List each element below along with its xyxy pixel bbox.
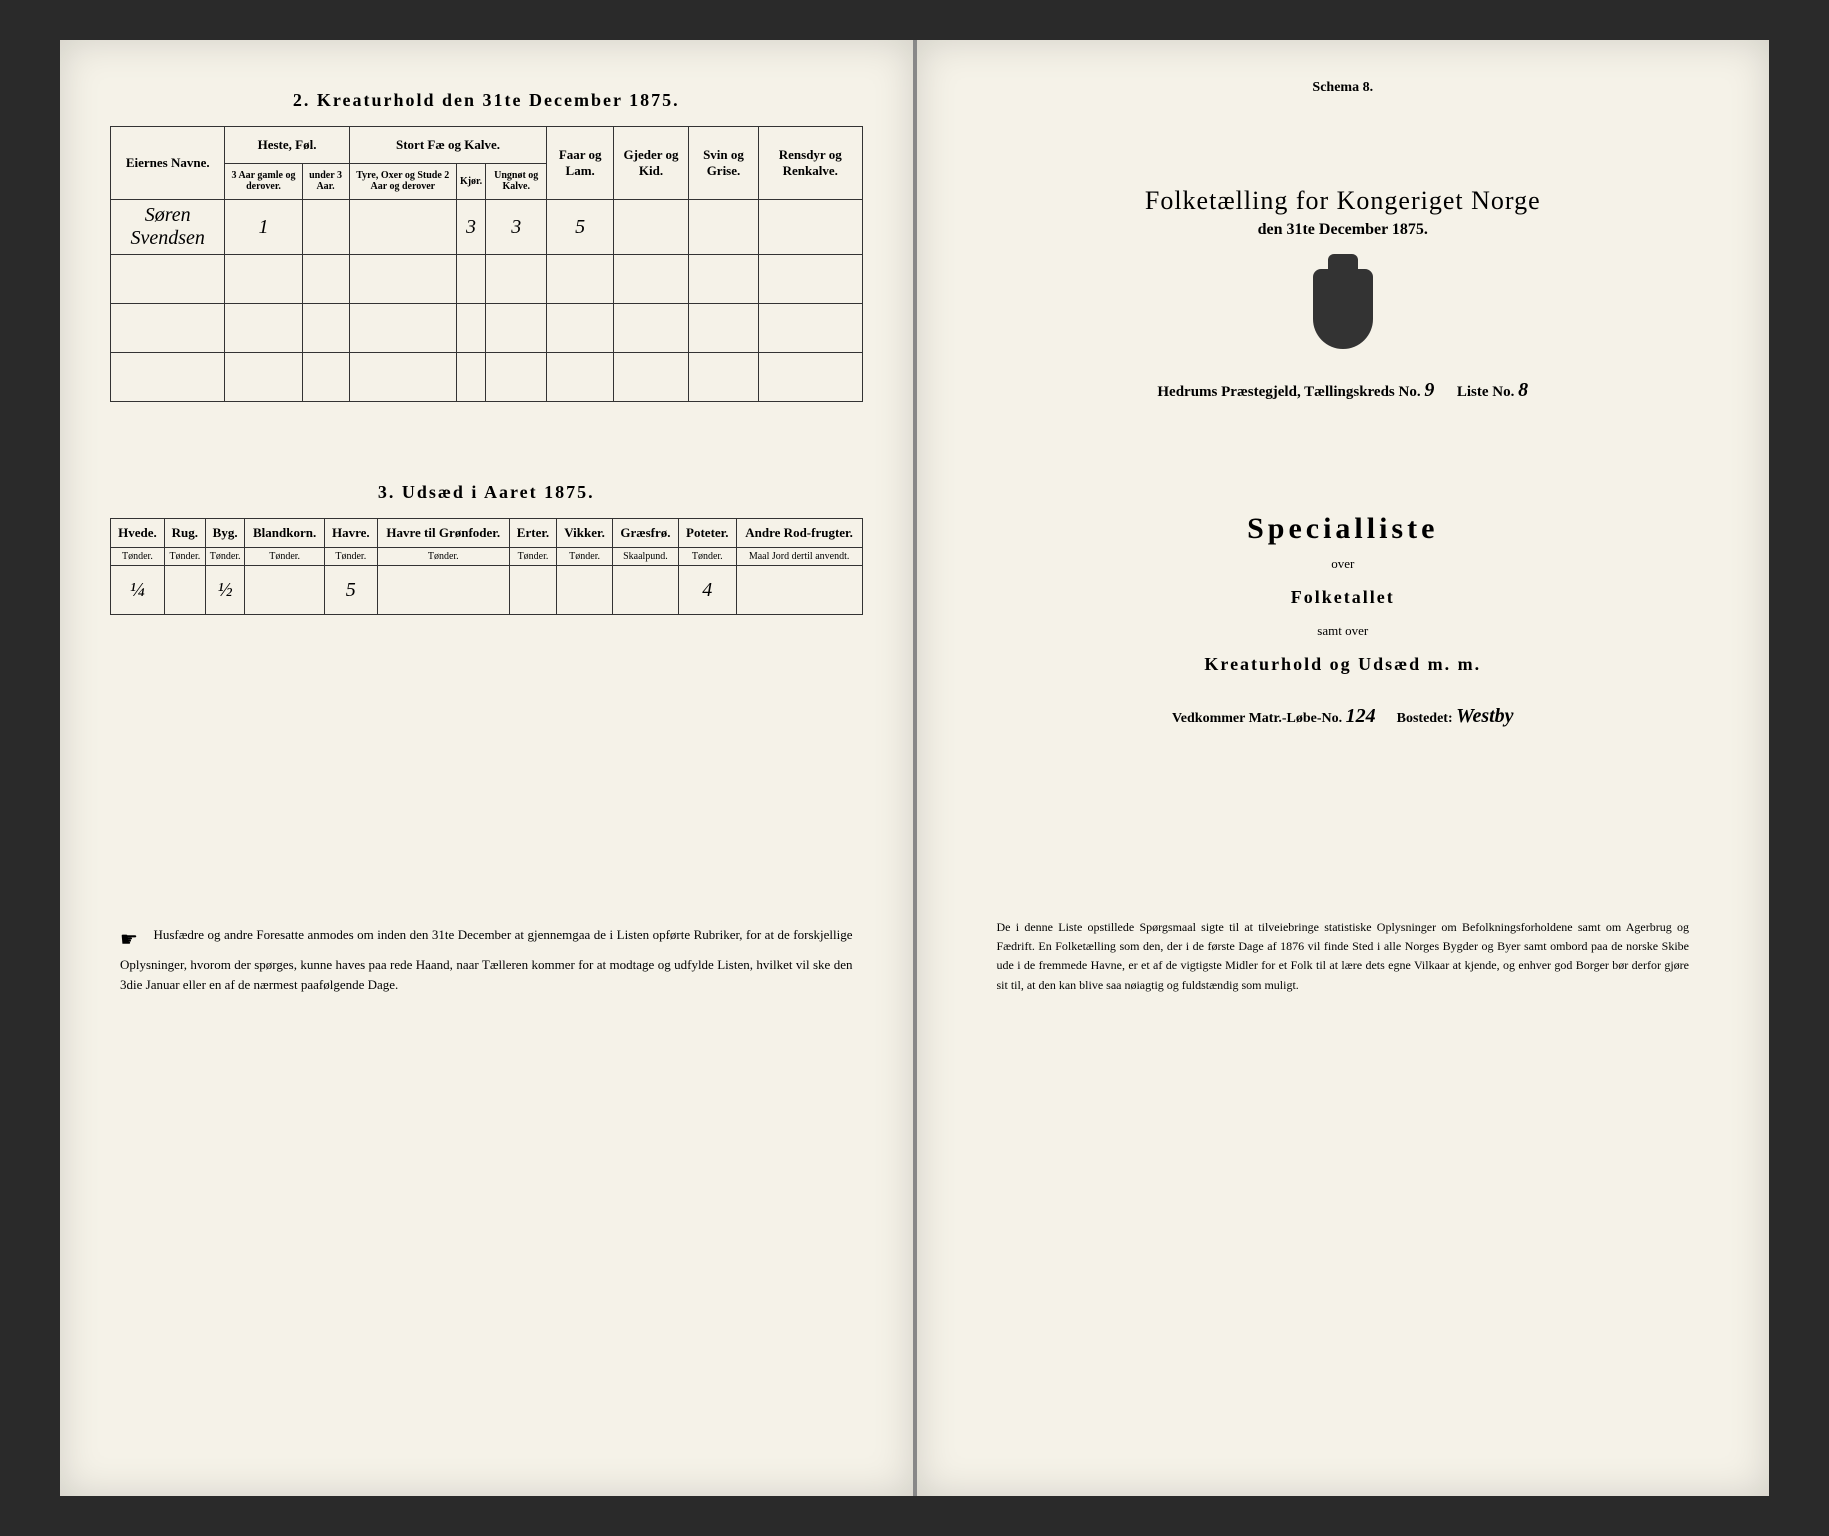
kreaturhold-line: Kreaturhold og Udsæd m. m. — [967, 654, 1720, 675]
folketallet: Folketallet — [967, 587, 1720, 608]
sub-heste1: 3 Aar gamle og derover. — [225, 163, 302, 200]
right-page: Schema 8. Folketælling for Kongeriget No… — [915, 40, 1770, 1496]
cell-havre: 5 — [324, 566, 377, 615]
unit-vikker: Tønder. — [557, 548, 613, 566]
col-rensdyr: Rensdyr og Renkalve. — [758, 127, 862, 200]
unit-havre-gron: Tønder. — [377, 548, 509, 566]
kreaturhold-table: Eiernes Navne. Heste, Føl. Stort Fæ og K… — [110, 126, 863, 402]
cell-svin — [688, 200, 758, 255]
matr-label: Vedkommer Matr.-Løbe-No. — [1172, 711, 1342, 726]
liste-no: 8 — [1518, 379, 1528, 401]
left-page: 2. Kreaturhold den 31te December 1875. E… — [60, 40, 915, 1496]
col-storfae: Stort Fæ og Kalve. — [349, 127, 547, 164]
col-havre: Havre. — [324, 519, 377, 548]
census-title: Folketælling for Kongeriget Norge — [967, 186, 1720, 216]
cell-blandkorn — [245, 566, 324, 615]
bostedet-value: Westby — [1456, 705, 1513, 727]
matr-line: Vedkommer Matr.-Løbe-No. 124 Bostedet: W… — [967, 705, 1720, 728]
cell-rug — [164, 566, 205, 615]
unit-poteter: Tønder. — [678, 548, 736, 566]
col-poteter: Poteter. — [678, 519, 736, 548]
cell-erter — [509, 566, 556, 615]
col-faar: Faar og Lam. — [547, 127, 614, 200]
unit-rodfrugter: Maal Jord dertil anvendt. — [736, 548, 862, 566]
col-heste: Heste, Føl. — [225, 127, 349, 164]
cell-hvede: ¼ — [111, 566, 165, 615]
matr-no: 124 — [1346, 705, 1376, 727]
cell-graesfroe — [612, 566, 678, 615]
unit-byg: Tønder. — [205, 548, 245, 566]
cell-havre-gron — [377, 566, 509, 615]
pointing-hand-icon: ☛ — [120, 925, 150, 955]
col-havre-gron: Havre til Grønfoder. — [377, 519, 509, 548]
cell-byg: ½ — [205, 566, 245, 615]
cell-rensdyr — [758, 200, 862, 255]
census-date: den 31te December 1875. — [967, 221, 1720, 239]
cell-vikker — [557, 566, 613, 615]
unit-erter: Tønder. — [509, 548, 556, 566]
parish-line: Hedrums Præstegjeld, Tællingskreds No. 9… — [967, 379, 1720, 402]
cell-name: Søren Svendsen — [111, 200, 225, 255]
cell-storfae1 — [349, 200, 456, 255]
specialliste-title: Specialliste — [967, 512, 1720, 546]
cell-heste1: 1 — [225, 200, 302, 255]
left-footnote: Husfædre og andre Foresatte anmodes om i… — [120, 927, 853, 992]
schema-label: Schema 8. — [967, 80, 1720, 96]
over1: over — [967, 556, 1720, 572]
cell-heste2 — [302, 200, 349, 255]
col-erter: Erter. — [509, 519, 556, 548]
right-footnote: De i denne Liste opstillede Spørgsmaal s… — [967, 918, 1720, 995]
unit-graesfroe: Skaalpund. — [612, 548, 678, 566]
parish-no: 9 — [1424, 379, 1434, 401]
unit-rug: Tønder. — [164, 548, 205, 566]
book-spread: 2. Kreaturhold den 31te December 1875. E… — [0, 0, 1829, 1536]
udsaed-table: Hvede. Rug. Byg. Blandkorn. Havre. Havre… — [110, 518, 863, 615]
cell-poteter: 4 — [678, 566, 736, 615]
sub-heste2: under 3 Aar. — [302, 163, 349, 200]
unit-hvede: Tønder. — [111, 548, 165, 566]
col-gjeder: Gjeder og Kid. — [614, 127, 689, 200]
col-hvede: Hvede. — [111, 519, 165, 548]
cell-storfae3: 3 — [486, 200, 547, 255]
samt-over: samt over — [967, 623, 1720, 639]
cell-rodfrugter — [736, 566, 862, 615]
col-svin: Svin og Grise. — [688, 127, 758, 200]
col-rug: Rug. — [164, 519, 205, 548]
sub-storfae1: Tyre, Oxer og Stude 2 Aar og derover — [349, 163, 456, 200]
col-vikker: Vikker. — [557, 519, 613, 548]
sub-storfae3: Ungnøt og Kalve. — [486, 163, 547, 200]
col-byg: Byg. — [205, 519, 245, 548]
left-footnote-block: ☛ Husfædre og andre Foresatte anmodes om… — [110, 925, 863, 994]
col-graesfroe: Græsfrø. — [612, 519, 678, 548]
cell-gjeder — [614, 200, 689, 255]
unit-blandkorn: Tønder. — [245, 548, 324, 566]
cell-faar: 5 — [547, 200, 614, 255]
parish-label: Hedrums Præstegjeld, Tællingskreds No. — [1157, 384, 1420, 400]
col-rodfrugter: Andre Rod-frugter. — [736, 519, 862, 548]
section3-title: 3. Udsæd i Aaret 1875. — [110, 482, 863, 503]
liste-label: Liste No. — [1457, 384, 1515, 400]
cell-storfae2: 3 — [456, 200, 485, 255]
coat-of-arms-icon — [1313, 269, 1373, 349]
col-eier: Eiernes Navne. — [111, 127, 225, 200]
bostedet-label: Bostedet: — [1397, 711, 1453, 726]
section2-title: 2. Kreaturhold den 31te December 1875. — [110, 90, 863, 111]
sub-storfae2: Kjør. — [456, 163, 485, 200]
unit-havre: Tønder. — [324, 548, 377, 566]
col-blandkorn: Blandkorn. — [245, 519, 324, 548]
